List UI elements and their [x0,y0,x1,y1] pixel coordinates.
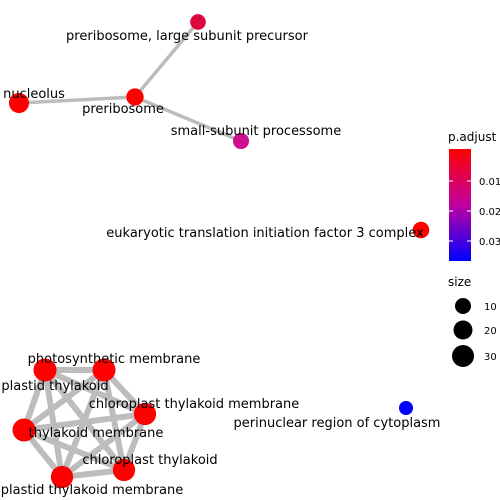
network-edge [133,20,200,99]
node-label: plastid thylakoid [1,379,108,394]
network-node[interactable] [398,400,414,416]
size-legend-swatch [452,345,474,367]
network-node[interactable] [112,458,136,482]
size-legend-label: 30 [484,352,497,363]
size-legend-swatch [453,320,473,340]
node-label: nucleolus [3,87,65,102]
node-label: photosynthetic membrane [28,352,201,367]
node-label: chloroplast thylakoid membrane [89,397,300,412]
color-legend-tick-label: 0.02 [479,207,500,218]
size-legend-title: size [448,275,471,289]
network-node[interactable] [12,418,36,442]
network-edge [42,367,148,417]
network-edge [133,95,243,143]
node-label: chloroplast thylakoid [82,453,217,468]
color-legend-tick-label: 0.01 [479,177,500,188]
color-legend-tick-label: 0.03 [479,237,500,248]
color-legend-bar [449,149,471,261]
network-node[interactable] [133,402,157,426]
network-node[interactable] [190,14,206,30]
network-node[interactable] [92,358,116,382]
network-node[interactable] [50,465,74,489]
network-edge [21,411,148,433]
color-legend: p.adjust 0.01 0.02 0.03 [448,130,500,261]
node-label: small-subunit processome [171,124,341,139]
size-legend-swatch [455,298,471,314]
node-label: preribosome, large subunit precursor [66,29,309,44]
network-edge [21,427,127,473]
network-node[interactable] [33,358,57,382]
node-label: thylakoid membrane [29,426,164,441]
color-legend-title: p.adjust [448,130,497,144]
node-label: eukaryotic translation initiation factor… [106,226,424,241]
network-edge [59,411,148,480]
size-legend: size 10 20 30 [448,275,497,367]
network-node[interactable] [8,92,30,114]
label-layer: preribosome, large subunit precursor nucl… [1,29,441,498]
network-node[interactable] [126,88,144,106]
size-legend-label: 10 [484,302,497,313]
node-label: preribosome [82,102,164,117]
size-legend-label: 20 [484,326,497,337]
node-label: perinuclear region of cytoplasm [234,416,441,431]
network-edge [21,367,107,433]
node-layer [8,14,430,489]
node-label: plastid thylakoid membrane [1,483,183,498]
network-node[interactable] [232,132,250,150]
network-edge [17,95,137,105]
network-node[interactable] [412,221,430,239]
